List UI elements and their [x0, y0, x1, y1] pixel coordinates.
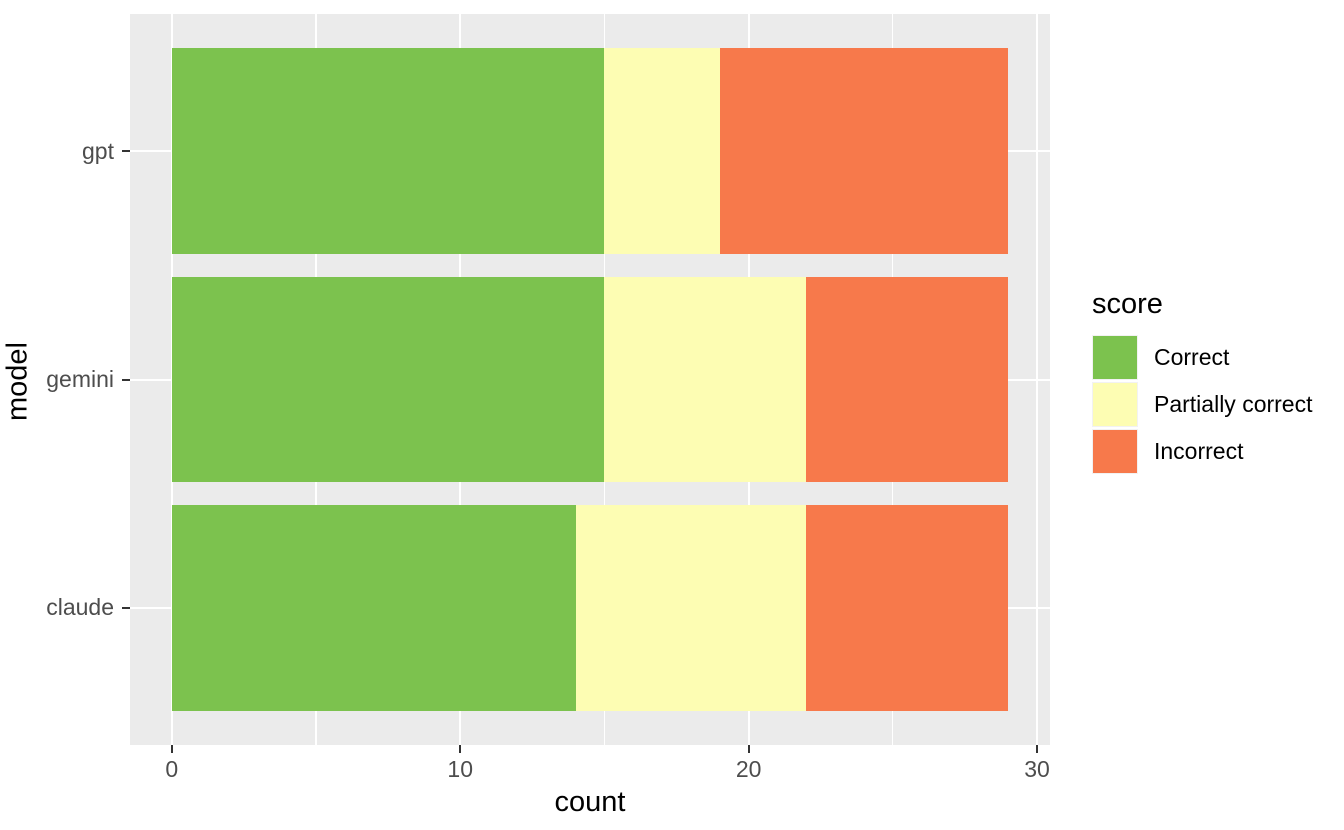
bar-segment-claude: [806, 505, 1009, 711]
legend-swatch-icon: [1093, 429, 1137, 473]
bar-segment-gemini: [171, 276, 605, 483]
bar-segment-gpt: [171, 48, 605, 254]
bar-segment-claude: [575, 505, 807, 711]
x-axis-title: count: [554, 786, 626, 818]
legend-item: Correct: [1092, 334, 1312, 380]
legend-label: Incorrect: [1154, 437, 1244, 464]
x-tick-label: 0: [165, 756, 179, 782]
y-tick-mark: [122, 606, 130, 609]
legend-items: Correct Partially correct Incorrect: [1092, 334, 1312, 474]
legend-key: [1092, 428, 1138, 474]
x-tick-mark: [1036, 745, 1039, 753]
y-tick-label: gpt: [82, 137, 114, 164]
legend-swatch-icon: [1093, 382, 1137, 426]
legend: score Correct Partially correct Incorrect: [1092, 288, 1312, 475]
y-tick-mark: [122, 378, 130, 381]
legend-title: score: [1092, 288, 1163, 320]
x-tick-label: 30: [1024, 756, 1050, 782]
x-tick-mark: [747, 745, 750, 753]
legend-item: Incorrect: [1092, 428, 1312, 474]
x-tick-mark: [459, 745, 462, 753]
legend-label: Partially correct: [1154, 390, 1313, 417]
legend-key: [1092, 381, 1138, 427]
legend-swatch-icon: [1093, 335, 1137, 379]
legend-item: Partially correct: [1092, 381, 1312, 427]
bar-segment-gpt: [719, 48, 1009, 254]
y-tick-mark: [122, 150, 130, 153]
x-tick-label: 20: [735, 756, 762, 782]
legend-label: Correct: [1154, 343, 1230, 370]
x-tick-mark: [170, 745, 173, 753]
y-axis-title: model: [1, 342, 34, 421]
bar-segment-gpt: [604, 48, 720, 254]
bar-segment-gemini: [604, 276, 807, 483]
x-tick-label: 10: [447, 756, 474, 782]
legend-key: [1092, 334, 1138, 380]
plot-panel: [130, 14, 1050, 745]
y-tick-label: claude: [46, 594, 114, 621]
bar-segment-gemini: [806, 276, 1009, 483]
bar-segment-claude: [171, 505, 576, 711]
